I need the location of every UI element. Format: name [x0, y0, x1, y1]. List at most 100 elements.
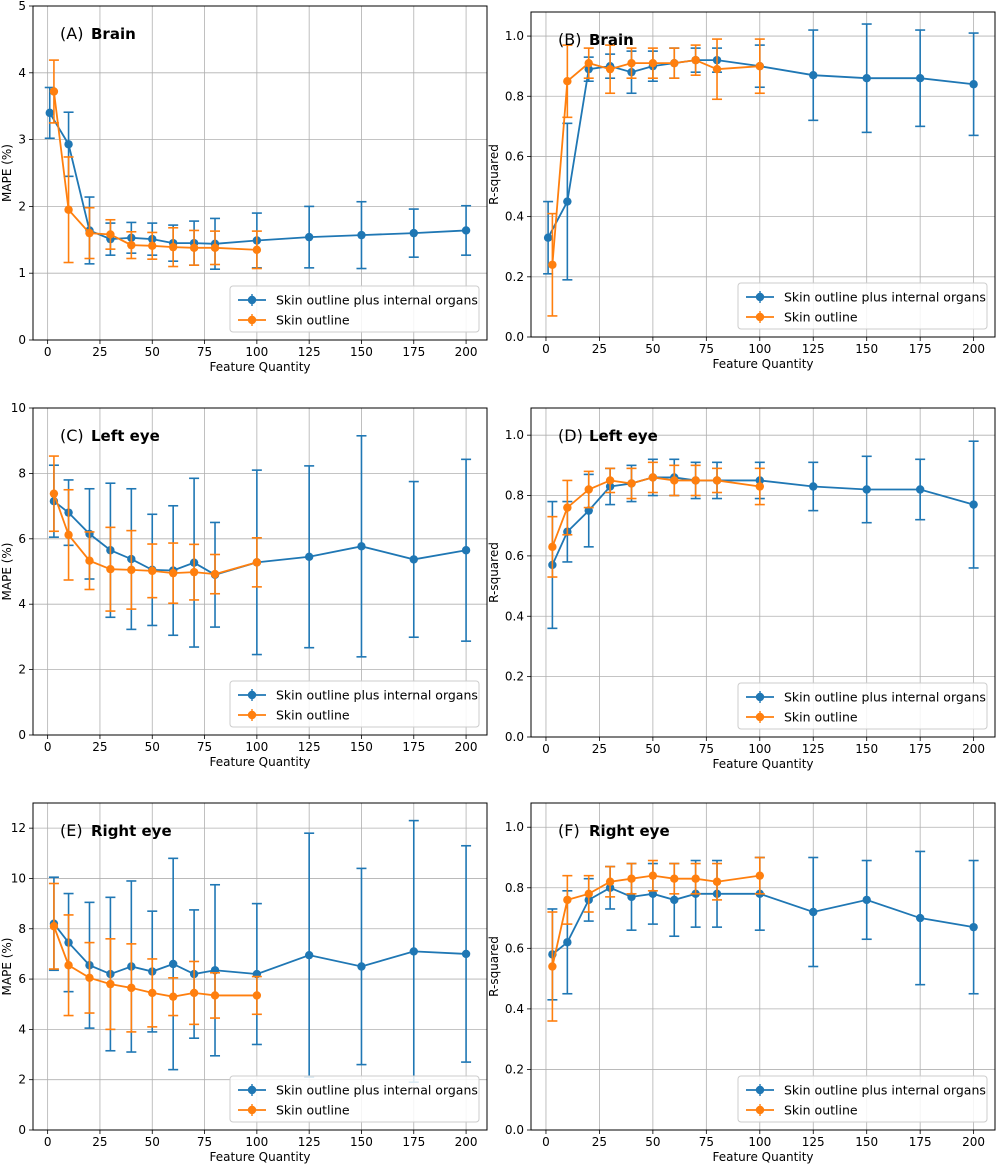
x-tick-label: 100 [748, 1135, 771, 1149]
x-tick-label: 50 [645, 342, 660, 356]
x-tick-label: 50 [645, 742, 660, 756]
x-axis-label: Feature Quantity [209, 755, 310, 769]
x-tick-label: 0 [44, 1135, 52, 1149]
data-point [627, 892, 636, 902]
x-tick-label: 125 [298, 1135, 321, 1149]
y-tick-label: 0.4 [505, 210, 524, 224]
legend-box [737, 682, 988, 730]
legend-marker [247, 1105, 257, 1115]
data-point [563, 503, 572, 512]
y-tick-label: 5 [18, 0, 26, 13]
plot-frame [530, 802, 996, 1131]
data-point [409, 228, 418, 238]
x-tick-label: 175 [402, 1135, 425, 1149]
legend-item: Skin outline [746, 710, 858, 725]
data-point [670, 476, 679, 485]
data-point [584, 889, 593, 899]
series-line [48, 112, 467, 245]
data-point [543, 233, 553, 242]
legend-item: Skin outline plus internal organs [746, 1083, 986, 1098]
panel-tag: (C) [60, 426, 84, 445]
legend-marker [247, 295, 257, 305]
x-tick-label: 100 [245, 1135, 268, 1149]
x-tick-label: 75 [699, 1135, 714, 1149]
x-tick-label: 125 [802, 342, 825, 356]
data-point [755, 61, 764, 71]
legend-box [229, 680, 480, 728]
y-tick-label: 0 [18, 1123, 26, 1137]
data-point [915, 913, 925, 923]
y-tick-label: 6 [18, 972, 26, 986]
legend-label: Skin outline [276, 1103, 350, 1118]
panel-title: Right eye [91, 822, 172, 840]
series-line [53, 923, 467, 976]
data-point [691, 476, 700, 485]
x-tick-label: 75 [699, 342, 714, 356]
data-point [809, 482, 818, 491]
y-tick-label: 0.2 [505, 670, 524, 684]
data-point [563, 895, 572, 905]
panel-f: 0 25 50 75 100 125 150 175 200 0.0 0.2 0.4 0.6 0.8 1.0… [487, 802, 996, 1164]
data-point [168, 242, 178, 252]
legend-label: Skin outline plus internal organs [784, 290, 986, 305]
data-point [148, 988, 157, 998]
data-point [85, 556, 94, 565]
legend-item: Skin outline plus internal organs [238, 688, 478, 703]
legend-item: Skin outline [238, 708, 350, 723]
data-point [755, 871, 764, 880]
y-axis-label: R-squared [487, 936, 501, 997]
data-point [64, 530, 73, 540]
x-tick-label: 200 [962, 342, 985, 356]
x-tick-label: 50 [145, 1135, 160, 1149]
y-tick-label: 1 [18, 266, 26, 280]
panel-title: Brain [91, 25, 136, 43]
legend: Skin outline plus internal organs Skin ou… [229, 285, 480, 333]
y-tick-label: 10 [11, 871, 26, 885]
x-tick-label: 150 [350, 1135, 373, 1149]
legend-marker [755, 1085, 765, 1095]
data-point [627, 874, 636, 883]
x-tick-label: 175 [402, 345, 425, 359]
series-internal-organs [547, 440, 979, 630]
legend-box [229, 1075, 480, 1123]
legend-label: Skin outline [276, 708, 350, 723]
series-line [551, 59, 760, 265]
series-internal-organs [44, 86, 472, 270]
y-tick-label: 0.0 [505, 730, 524, 744]
legend-item: Skin outline [238, 313, 350, 328]
x-tick-label: 125 [298, 740, 321, 754]
data-point [712, 64, 722, 74]
y-axis-label: R-squared [487, 144, 501, 205]
data-point [648, 889, 658, 899]
data-point [148, 241, 157, 251]
x-tick-label: 75 [699, 742, 714, 756]
data-point [168, 568, 178, 578]
x-tick-label: 25 [592, 1135, 607, 1149]
series-line [551, 476, 974, 566]
plot-frame [32, 407, 488, 736]
data-point [915, 485, 925, 494]
data-point [670, 895, 679, 905]
y-tick-label: 4 [18, 597, 26, 611]
legend-label: Skin outline [784, 310, 858, 325]
legend-item: Skin outline plus internal organs [238, 1083, 478, 1098]
y-tick-label: 1.0 [505, 820, 524, 834]
panel-c: 0 25 50 75 100 125 150 175 200 0 2 4 6 8 10 Feature Qua… [0, 401, 488, 769]
x-tick-label: 175 [909, 1135, 932, 1149]
data-point [106, 230, 115, 239]
y-tick-label: 0.4 [505, 1002, 524, 1016]
x-tick-label: 100 [748, 342, 771, 356]
data-point [605, 64, 615, 74]
x-tick-label: 150 [350, 740, 373, 754]
plot-frame [530, 11, 996, 338]
x-tick-label: 200 [962, 742, 985, 756]
x-tick-label: 50 [645, 1135, 660, 1149]
panel-title: Brain [589, 31, 634, 49]
y-tick-label: 1.0 [505, 29, 524, 43]
data-point [809, 907, 818, 917]
x-tick-label: 150 [855, 342, 878, 356]
data-point [605, 476, 615, 485]
data-point [210, 991, 220, 1000]
y-axis-label: R-squared [487, 542, 501, 603]
data-point [357, 230, 366, 240]
